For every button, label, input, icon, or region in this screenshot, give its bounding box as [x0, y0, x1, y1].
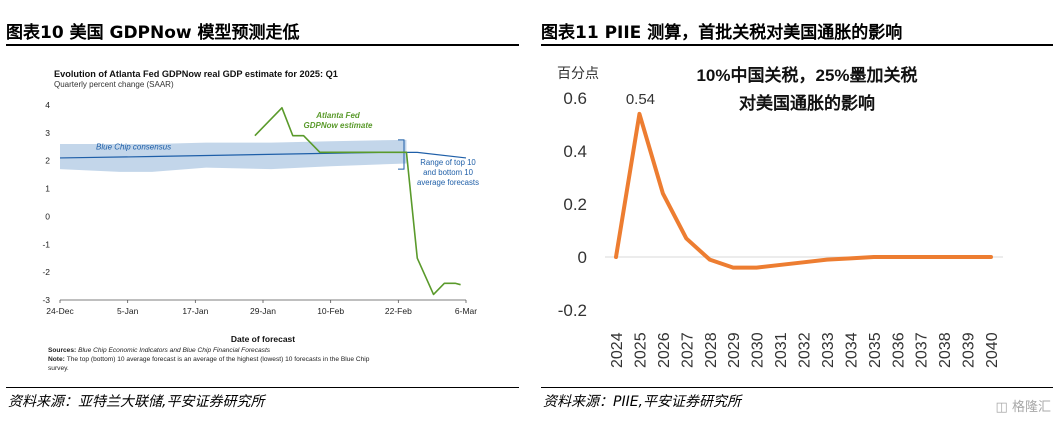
blue-chip-label: Blue Chip consensus	[96, 142, 171, 151]
right-panel-title: 图表11 PIIE 测算，首批关税对美国通胀的影响	[541, 23, 903, 43]
x-tick-label: 2032	[797, 332, 814, 368]
chart-title: Evolution of Atlanta Fed GDPNow real GDP…	[54, 69, 338, 79]
range-label: average forecasts	[417, 178, 479, 187]
left-panel-source: 资料来源：亚特兰大联储,平安证券研究所	[8, 394, 265, 410]
left-source-rule	[6, 387, 519, 388]
gdpnow-chart: 4 3 2 1 0 -1 -2 -324-Dec 5-Jan 17-Jan 29-Jan 10-Feb…	[42, 69, 479, 372]
y-tick-label: 2	[45, 156, 50, 166]
range-label: Range of top 10	[420, 158, 476, 167]
watermark-icon: ◫	[995, 400, 1008, 415]
watermark-text: 格隆汇	[1011, 400, 1051, 415]
x-axis-label: Date of forecast	[231, 334, 295, 344]
data-label: 0.54	[626, 91, 655, 108]
y-tick-label: -2	[42, 267, 50, 277]
right-source-rule	[541, 387, 1053, 388]
gdpnow-estimate-line	[254, 106, 461, 296]
y-tick-label: 0.2	[563, 195, 587, 214]
x-tick-label: 2034	[843, 332, 860, 368]
x-tick-label: 2025	[632, 332, 649, 368]
range-bracket	[398, 139, 405, 170]
y-tick-label: 1	[45, 184, 50, 194]
y-tick-label: 3	[45, 128, 50, 138]
x-tick-label: 2028	[703, 332, 720, 368]
gdpnow-label: GDPNow estimate	[304, 121, 373, 130]
y-tick-label: 4	[45, 100, 50, 110]
y-axis-unit-label: 百分点	[557, 65, 599, 81]
x-tick-label: 10-Feb	[317, 306, 344, 316]
chart-title: 10%中国关税，25%墨加关税	[696, 65, 917, 85]
x-tick-label: 2039	[961, 332, 978, 368]
left-panel-title: 图表10 美国 GDPNow 模型预测走低	[6, 23, 300, 43]
y-tick-label: 0.6	[563, 89, 587, 108]
y-tick-label: -0.2	[558, 301, 587, 320]
right-panel-source: 资料来源：PIIE,平安证券研究所	[543, 394, 741, 410]
left-title-rule	[6, 44, 519, 46]
gdpnow-label: Atlanta Fed	[315, 111, 361, 120]
x-tick-label: 2026	[656, 332, 673, 368]
x-tick-label: 2038	[937, 332, 954, 368]
x-tick-label: 2040	[984, 332, 1001, 368]
x-tick-label: 29-Jan	[250, 306, 276, 316]
x-tick-label: 6-Mar	[455, 306, 477, 316]
y-tick-label: 0	[578, 248, 587, 267]
y-tick-label: 0.4	[563, 142, 587, 161]
x-tick-label: 2027	[679, 332, 696, 368]
x-tick-label: 2030	[750, 332, 767, 368]
sources-note: Sources: Blue Chip Economic Indicators a…	[48, 347, 271, 354]
x-tick-label: 2037	[914, 332, 931, 368]
y-tick-label: 0	[45, 211, 50, 221]
y-tick-label: -1	[42, 239, 50, 249]
watermark-logo: ◫ 格隆汇	[996, 396, 1051, 415]
note-text: Note: The top (bottom) 10 average foreca…	[48, 356, 370, 363]
x-tick-label: 2035	[867, 332, 884, 368]
right-title-rule	[541, 44, 1053, 46]
range-label: and bottom 10	[423, 168, 474, 177]
x-tick-label: 5-Jan	[117, 306, 139, 316]
chart-subtitle: Quarterly percent change (SAAR)	[54, 80, 174, 89]
x-tick-label: 2033	[820, 332, 837, 368]
x-tick-label: 24-Dec	[46, 306, 74, 316]
x-tick-label: 2036	[890, 332, 907, 368]
x-tick-label: 2031	[773, 332, 790, 368]
y-tick-label: -3	[42, 295, 50, 305]
x-tick-label: 17-Jan	[182, 306, 208, 316]
blue-chip-consensus-line	[59, 151, 467, 159]
piie-chart: 0.6 0.4 0.2 0 -0.2 百分点 2024 2025 2026 2027 2028 202…	[557, 65, 1003, 368]
inflation-impact-line	[614, 111, 993, 270]
x-tick-label: 22-Feb	[385, 306, 412, 316]
x-tick-label: 2029	[726, 332, 743, 368]
x-tick-label: 2024	[609, 332, 626, 368]
note-text-cont: survey.	[48, 365, 69, 372]
forecast-range-band	[60, 139, 407, 172]
chart-title: 对美国通胀的影响	[739, 93, 875, 113]
